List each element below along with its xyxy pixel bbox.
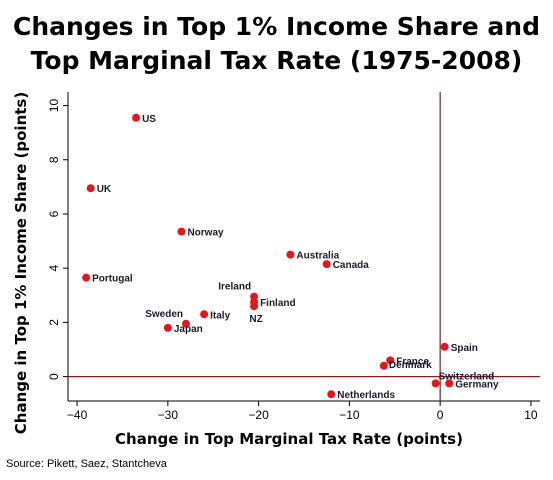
- label-us: US: [142, 114, 156, 125]
- label-uk: UK: [97, 184, 112, 195]
- label-france: France: [396, 356, 429, 367]
- y-axis-label: Change in Top 1% Income Share (points): [12, 92, 30, 434]
- point-nz: [250, 302, 259, 311]
- point-us: [132, 113, 141, 122]
- point-denmark: [379, 361, 388, 370]
- point-switzerland: [431, 379, 440, 388]
- label-germany: Germany: [455, 379, 499, 390]
- label-denmark: Denmark: [389, 360, 432, 371]
- reference-lines: [68, 92, 540, 401]
- point-australia: [286, 250, 295, 259]
- point-france: [386, 356, 395, 365]
- label-spain: Spain: [451, 343, 478, 354]
- point-italy: [200, 310, 209, 319]
- x-tick-label: −20: [248, 408, 269, 422]
- x-tick-label: 10: [524, 408, 538, 422]
- x-tick-label: −30: [158, 408, 179, 422]
- label-switzerland: Switzerland: [439, 371, 495, 382]
- chart-title-line-2: Top Marginal Tax Rate (1975-2008): [30, 46, 523, 75]
- y-tick-label: 2: [47, 319, 61, 326]
- label-nz: NZ: [249, 314, 262, 325]
- point-canada: [322, 260, 331, 269]
- label-sweden: Sweden: [145, 309, 183, 320]
- y-tick-label: 6: [47, 210, 61, 217]
- x-axis-label: Change in Top Marginal Tax Rate (points): [115, 430, 463, 448]
- label-portugal: Portugal: [92, 274, 133, 285]
- y-tick-label: 8: [47, 156, 61, 163]
- label-norway: Norway: [187, 228, 224, 239]
- point-sweden: [182, 319, 190, 328]
- label-netherlands: Netherlands: [337, 390, 395, 401]
- point-norway: [177, 227, 186, 236]
- label-australia: Australia: [296, 251, 339, 262]
- x-tick-label: 0: [437, 408, 444, 422]
- point-spain: [440, 342, 449, 351]
- y-tick-label: 0: [47, 373, 61, 380]
- point-japan: [163, 323, 172, 332]
- label-canada: Canada: [333, 260, 370, 271]
- point-uk: [86, 184, 95, 193]
- point-portugal: [82, 273, 91, 282]
- label-finland: Finland: [260, 298, 296, 309]
- label-ireland: Ireland: [218, 282, 251, 293]
- source-note: Source: Pikett, Saez, Stantcheva: [6, 458, 167, 470]
- label-japan: Japan: [174, 324, 203, 335]
- data-points: [82, 113, 454, 399]
- x-tick-label: −10: [339, 408, 360, 422]
- point-netherlands: [327, 390, 336, 399]
- chart-title-line-1: Changes in Top 1% Income Share and: [12, 12, 540, 41]
- point-germany: [445, 379, 454, 388]
- axes: −40 −30 −20 −10 0 10 0 2 4 6 8 10: [47, 92, 540, 422]
- y-tick-label: 4: [47, 265, 61, 272]
- y-tick-label: 10: [47, 99, 61, 113]
- scatter-chart: −40 −30 −20 −10 0 10 0 2 4 6 8 10 US UK Norway Portuga…: [12, 92, 540, 448]
- x-tick-label: −40: [67, 408, 88, 422]
- label-italy: Italy: [210, 310, 230, 321]
